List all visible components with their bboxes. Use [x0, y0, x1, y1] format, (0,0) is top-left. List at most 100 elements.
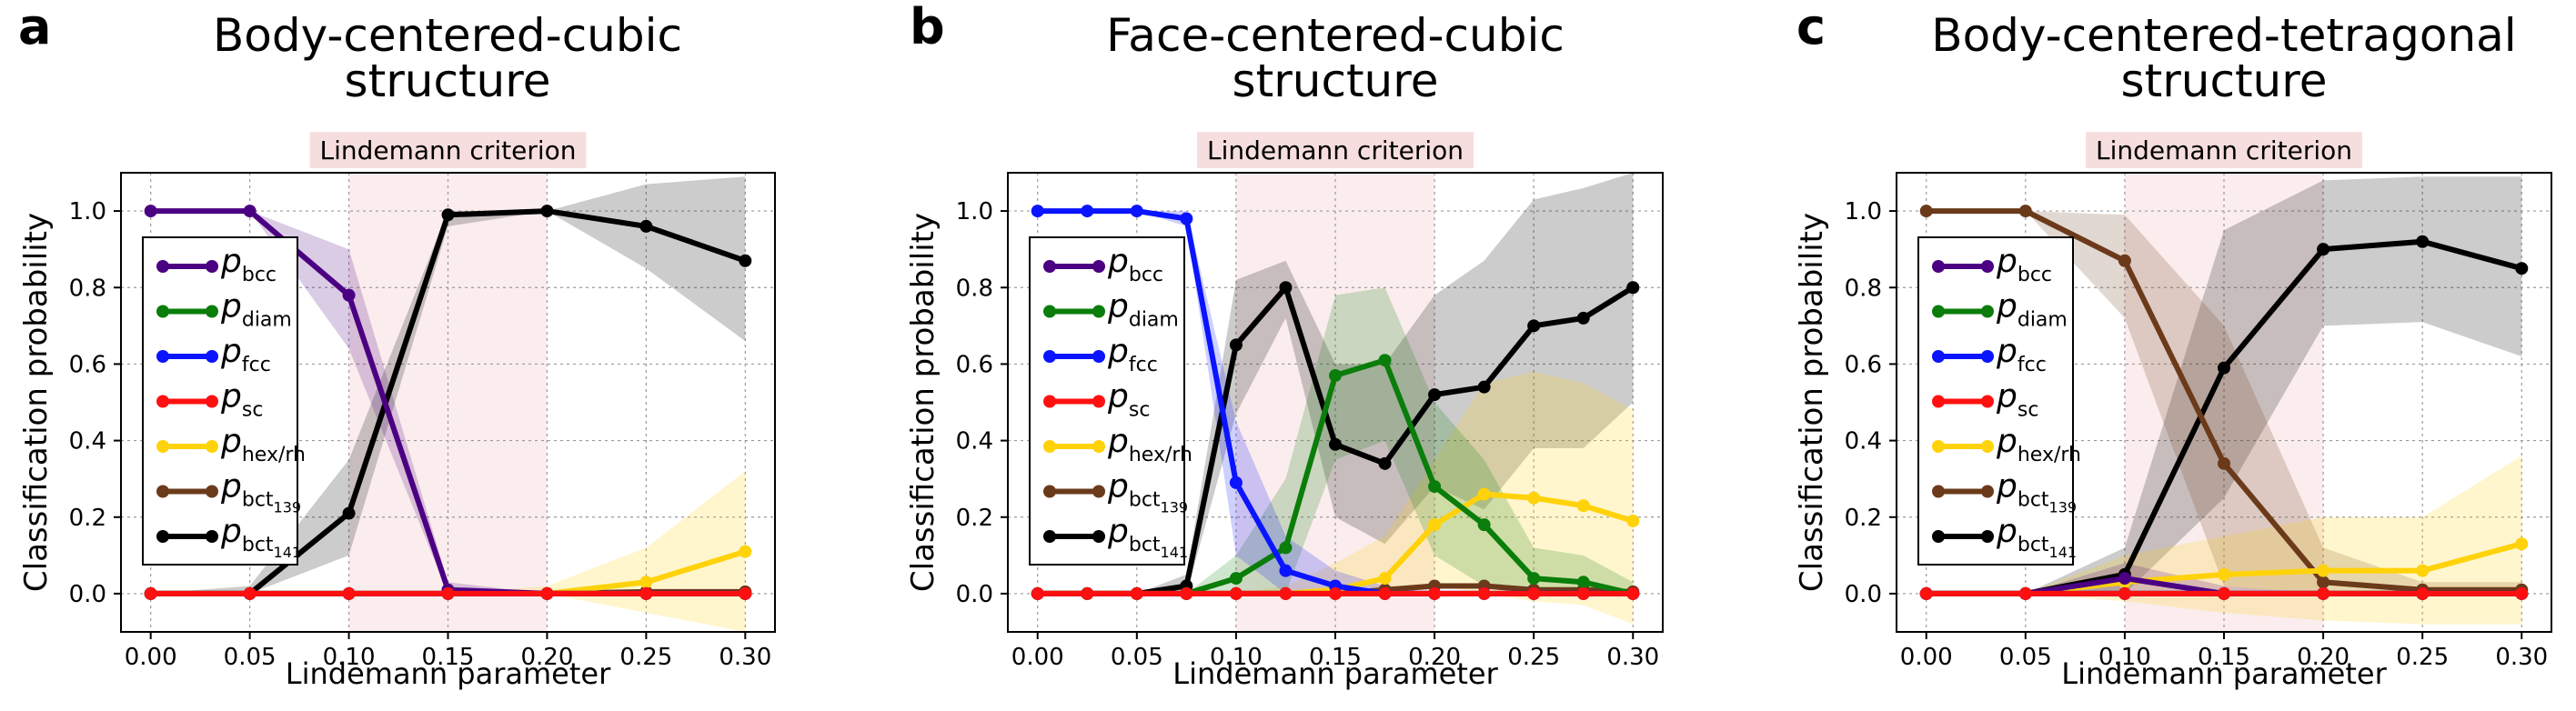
legend-p: p	[1107, 288, 1129, 325]
legend-marker-bct141	[1043, 530, 1056, 543]
legend-marker-bct141	[206, 530, 218, 543]
data-point-sc	[1477, 586, 1491, 600]
data-point-sc	[2018, 586, 2032, 600]
x-tick-label: 0.20	[1408, 644, 1461, 671]
data-point-fcc	[1279, 564, 1293, 577]
x-tick-label: 0.00	[1900, 644, 1953, 671]
data-point-bct139	[2317, 576, 2330, 589]
data-point-bct141	[739, 254, 752, 267]
legend-p: p	[1107, 333, 1129, 370]
legend-marker-fcc	[1043, 350, 1056, 363]
legend-p: p	[1996, 243, 2018, 280]
legend-marker-diam	[1043, 305, 1056, 318]
data-point-sc	[1180, 586, 1193, 600]
data-point-sc	[1576, 586, 1590, 600]
data-point-sc	[1229, 586, 1243, 600]
legend-marker-diam	[156, 305, 169, 318]
x-tick-label: 0.25	[619, 644, 672, 671]
panel-letter: b	[910, 0, 945, 55]
x-tick-label: 0.00	[1011, 644, 1064, 671]
data-point-bct141	[2416, 235, 2430, 248]
legend-p: p	[220, 378, 242, 416]
legend-p: p	[1996, 423, 2018, 460]
legend-marker-diam	[1981, 305, 1994, 318]
legend-marker-diam	[1092, 305, 1105, 318]
legend-subsub: 139	[274, 499, 302, 516]
legend-label-fcc: pfcc	[1996, 333, 2047, 376]
data-point-sc	[639, 586, 653, 600]
legend-marker-fcc	[1981, 350, 1994, 363]
y-tick-label: 1.0	[69, 198, 106, 225]
data-point-fcc	[1031, 205, 1044, 218]
legend-sub: hex/rh	[2018, 444, 2081, 466]
legend-label-diam: pdiam	[1107, 288, 1179, 332]
legend-label-bcc: pbcc	[1996, 243, 2052, 286]
legend-marker-bcc	[156, 260, 169, 273]
legend-label-fcc: pfcc	[220, 333, 271, 376]
legend-sub: sc	[1129, 399, 1151, 422]
y-tick-label: 0.2	[1845, 505, 1882, 532]
legend-marker-diam	[206, 305, 218, 318]
legend-label-diam: pdiam	[220, 288, 292, 332]
legend-sub: bct	[2018, 489, 2049, 512]
legend-label-bct141: pbct141	[1107, 513, 1188, 561]
data-point-bct141	[2317, 243, 2330, 256]
y-tick-label: 0.4	[69, 428, 106, 456]
legend-sub: sc	[242, 399, 264, 422]
legend-marker-sc	[206, 395, 218, 408]
band-label-bg	[2086, 132, 2362, 168]
data-point-bct141	[1329, 437, 1342, 451]
legend-sub: fcc	[242, 354, 271, 376]
legend-marker-bcc	[1092, 260, 1105, 273]
legend-sub: hex/rh	[242, 444, 306, 466]
legend-marker-bct139	[1932, 485, 1945, 498]
legend-label-bct139: pbct139	[1996, 468, 2077, 516]
data-point-diam	[1329, 369, 1342, 383]
data-point-sc	[2118, 586, 2131, 600]
data-point-diam	[1527, 572, 1541, 586]
data-point-sc	[1329, 586, 1342, 600]
y-axis-label: Classification probability	[905, 213, 941, 592]
legend-sub: bcc	[1129, 264, 1163, 286]
legend-p: p	[220, 513, 242, 550]
data-point-hex	[739, 545, 752, 558]
uncertainty-band-bct141	[1926, 176, 2522, 594]
legend-marker-diam	[1932, 305, 1945, 318]
band-label-bg	[1197, 132, 1474, 168]
chart-title-line1: Face-centered-cubic	[1106, 9, 1565, 62]
data-point-bct141	[1378, 456, 1392, 470]
legend-marker-fcc	[156, 350, 169, 363]
legend-marker-sc	[1092, 395, 1105, 408]
legend-marker-fcc	[206, 350, 218, 363]
data-point-diam	[1229, 572, 1243, 586]
legend-sub: bct	[2018, 534, 2049, 556]
legend-marker-sc	[1043, 395, 1056, 408]
y-tick-label: 1.0	[956, 198, 993, 225]
data-point-bct141	[1229, 338, 1243, 352]
data-point-sc	[739, 586, 752, 600]
x-tick-label: 0.30	[719, 644, 771, 671]
data-point-hex	[1626, 514, 1640, 527]
data-point-sc	[2515, 586, 2529, 600]
legend-label-bcc: pbcc	[1107, 243, 1163, 286]
data-point-sc	[1428, 586, 1442, 600]
legend-marker-bcc	[206, 260, 218, 273]
legend-sub: hex/rh	[1129, 444, 1192, 466]
legend-marker-bct139	[206, 485, 218, 498]
data-point-bct141	[1428, 388, 1442, 402]
legend-p: p	[1996, 333, 2018, 370]
y-tick-label: 0.6	[69, 351, 106, 378]
legend-marker-bcc	[1932, 260, 1945, 273]
data-point-bct139	[2018, 205, 2032, 218]
legend-marker-bct139	[156, 485, 169, 498]
data-point-sc	[342, 586, 356, 600]
uncertainty-band-hex	[1037, 371, 1634, 625]
plot-area	[144, 176, 752, 632]
y-tick-label: 0.0	[1845, 581, 1882, 608]
legend-subsub: 141	[2049, 544, 2078, 561]
y-tick-label: 0.6	[1845, 351, 1882, 378]
